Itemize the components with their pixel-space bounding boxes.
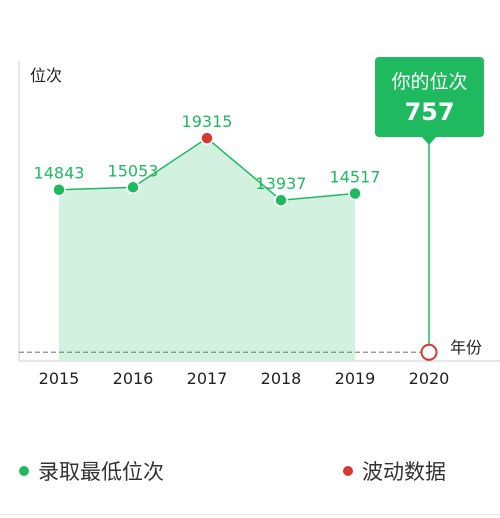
y-axis-label: 位次 bbox=[30, 66, 62, 85]
your-rank-point bbox=[420, 343, 438, 361]
data-label: 14517 bbox=[330, 167, 381, 186]
data-point bbox=[52, 182, 66, 197]
legend-label: 录取最低位次 bbox=[38, 460, 164, 484]
legend-dot-red bbox=[343, 466, 353, 476]
area-layer bbox=[59, 138, 355, 361]
chart: 2015 2016 2017 2018 2019 2020 14843 15053 19315… bbox=[18, 57, 500, 388]
legend-item-fluctuation: 波动数据 bbox=[343, 456, 446, 486]
tooltip-value: 757 bbox=[404, 98, 454, 126]
data-point bbox=[274, 193, 288, 207]
divider bbox=[0, 514, 500, 515]
x-tick-label: 2019 bbox=[335, 369, 376, 388]
points-layer: 14843 15053 19315 13937 14517 bbox=[34, 112, 381, 207]
data-point bbox=[348, 186, 362, 201]
data-label: 15053 bbox=[108, 161, 159, 180]
legend-label: 波动数据 bbox=[362, 460, 446, 484]
legend-dot-green bbox=[19, 466, 29, 476]
your-rank-tooltip bbox=[375, 57, 484, 137]
x-axis-label: 年份 bbox=[450, 338, 482, 357]
x-tick-label: 2017 bbox=[187, 369, 228, 388]
data-point bbox=[126, 180, 140, 195]
data-label: 19315 bbox=[182, 112, 233, 131]
x-tick-label: 2016 bbox=[113, 369, 154, 388]
x-tick-label: 2018 bbox=[261, 369, 302, 388]
tooltip-title: 你的位次 bbox=[391, 71, 467, 93]
tooltip-pointer bbox=[422, 137, 436, 145]
fluctuation-point bbox=[200, 131, 214, 145]
data-label: 14843 bbox=[34, 164, 85, 183]
data-label: 13937 bbox=[256, 174, 307, 193]
x-tick-label: 2015 bbox=[39, 369, 80, 388]
legend-item-min-rank: 录取最低位次 bbox=[19, 456, 164, 486]
x-tick-label: 2020 bbox=[409, 369, 450, 388]
area-fill bbox=[59, 138, 355, 361]
marker-layer: 你的位次 757 bbox=[19, 57, 484, 361]
